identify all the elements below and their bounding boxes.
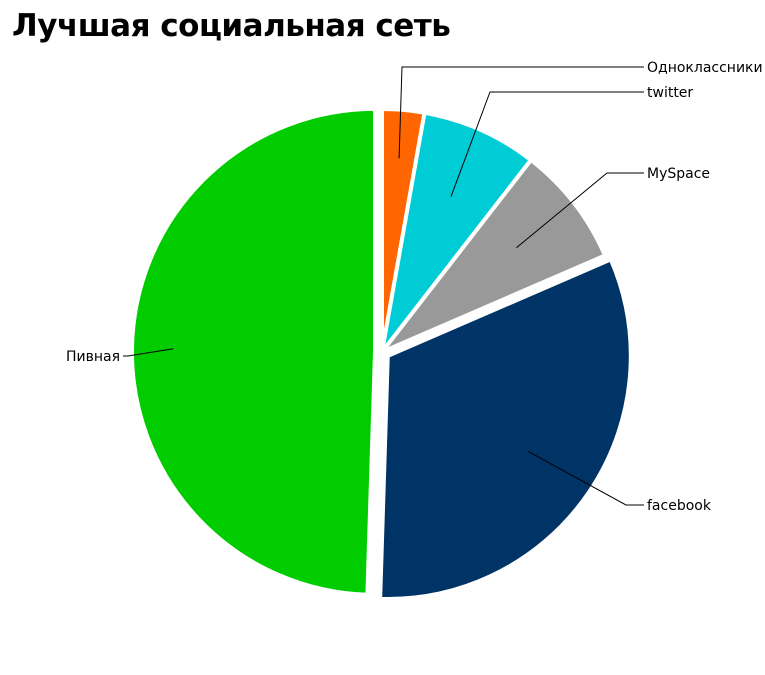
pie-slices [130,106,633,601]
leader-lines [123,66,644,506]
pie-slice-3 [378,257,633,601]
leader-line-1 [450,91,644,197]
chart-title: Лучшая социальная сеть [12,8,451,44]
slice-label-0: Одноклассники [647,60,763,76]
leader-line-2 [516,172,644,249]
pie-slice-2 [380,157,608,354]
slice-label-3: facebook [647,498,712,514]
slice-label-4: Пивная [66,349,120,365]
slice-label-2: MySpace [647,166,710,182]
pie-slice-1 [380,110,533,354]
slice-label-1: twitter [647,85,693,101]
leader-line-4 [123,348,174,357]
leader-line-0 [398,66,644,159]
leader-line-3 [528,451,644,506]
slice-labels: Одноклассники twitter MySpace facebook Пивна… [66,60,763,514]
pie-slice-4 [130,106,378,597]
